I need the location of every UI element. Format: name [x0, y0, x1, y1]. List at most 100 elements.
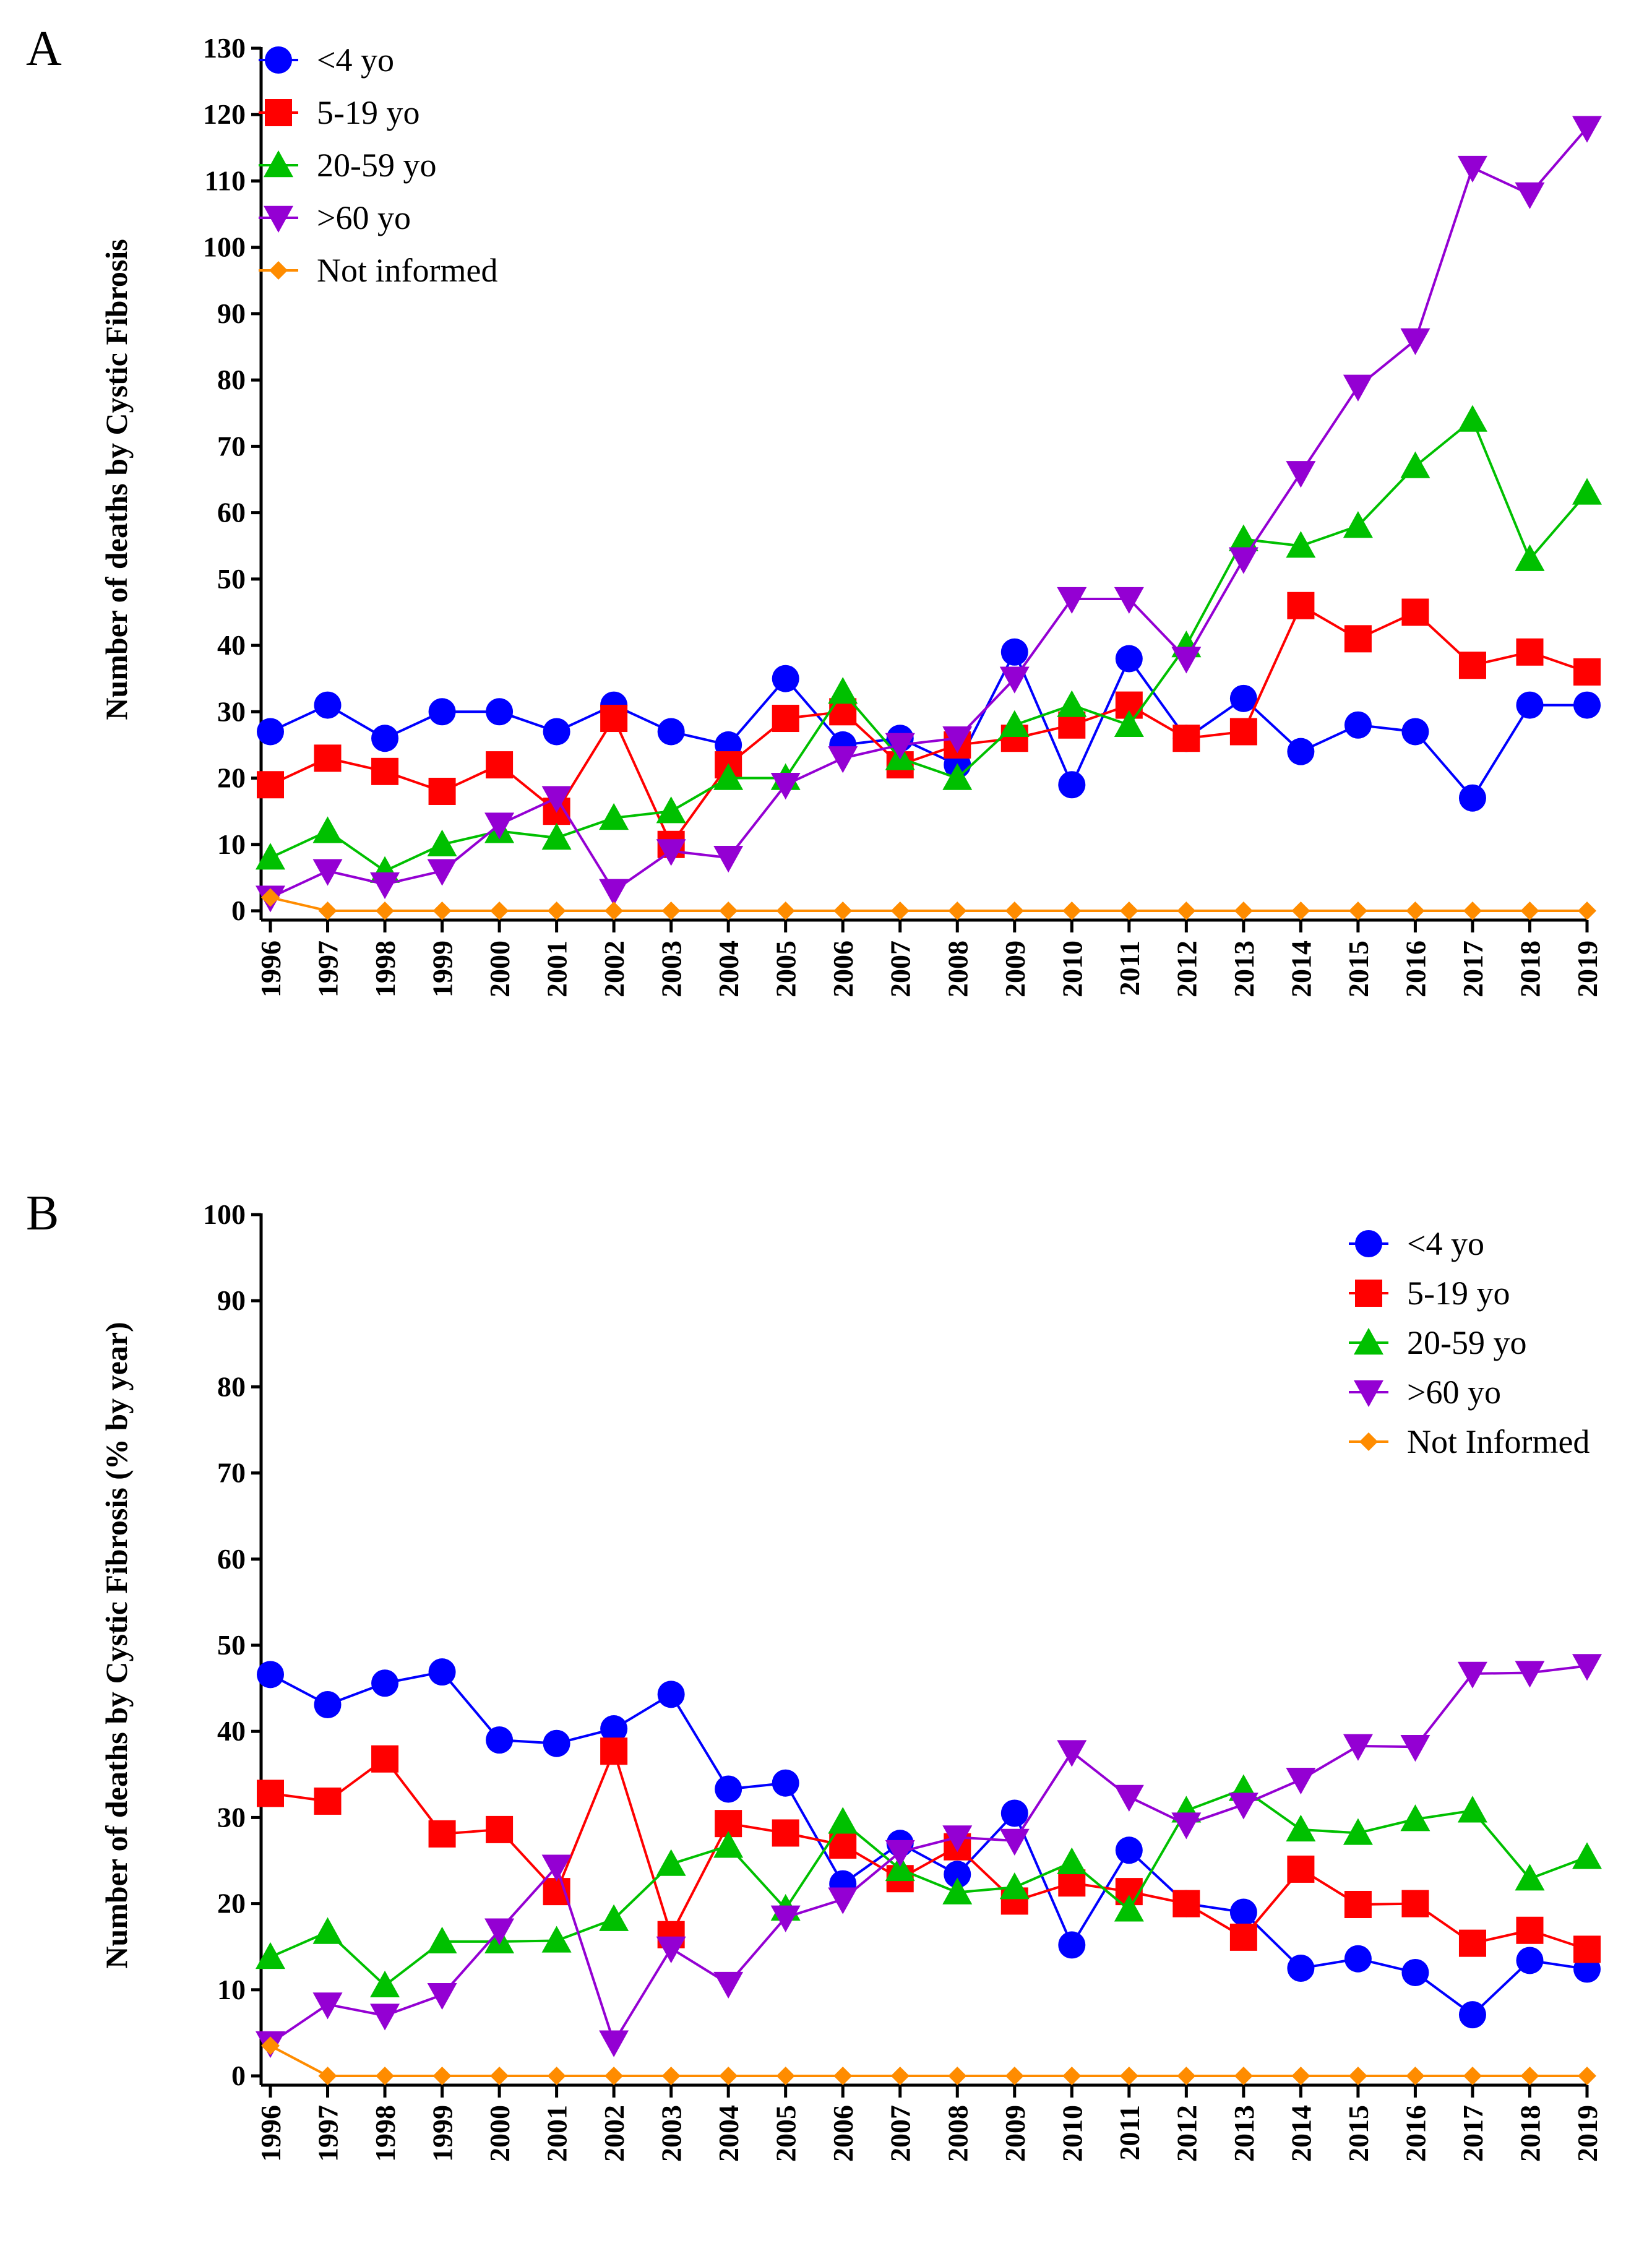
panel-b-series-5-19-yo-point — [543, 1878, 570, 1906]
panel-a-series-20-59-yo — [256, 405, 1602, 883]
panel-a-legend-item: 20-59 yo — [259, 147, 436, 184]
panel-b-series-4-yo-point — [1000, 1799, 1028, 1827]
panel-b-series-5-19-yo-point — [314, 1787, 342, 1815]
panel-b-y-tick-label: 70 — [217, 1457, 246, 1489]
panel-a-series-not-informed-point — [661, 902, 681, 920]
panel-a-series-not-informed-point — [1520, 902, 1539, 920]
panel-b-series-4-yo-point — [428, 1658, 456, 1686]
panel-b-series-60-yo-point — [1515, 1661, 1545, 1688]
panel-a-series-60-yo-point — [1515, 182, 1545, 209]
panel-a-x-tick-label: 2013 — [1228, 940, 1260, 997]
panel-a-series-not-informed-point — [776, 902, 795, 920]
panel-b-x-tick-label: 1998 — [369, 2105, 401, 2162]
panel-b-series-4-yo-point — [1115, 1836, 1143, 1864]
panel-b-series-not-informed-point — [261, 2036, 280, 2055]
panel-b-series-5-19-yo-point — [600, 1737, 628, 1765]
panel-a-x-tick-label: 2003 — [656, 940, 687, 997]
panel-b-x-tick-label: 2001 — [541, 2105, 573, 2162]
panel-b-series-60-yo-point — [1286, 1767, 1316, 1795]
panel-a-series-60-yo-point — [1457, 155, 1487, 183]
panel-a-series-4-yo-point — [1229, 684, 1257, 712]
panel-a-series-60-yo-point — [1057, 587, 1087, 614]
panel-b-series-not-informed-point — [604, 2067, 624, 2085]
panel-b-y-tick-label: 60 — [217, 1543, 246, 1575]
panel-a-series-60-yo-point — [541, 786, 572, 813]
panel-a-series-not-informed-point — [1406, 902, 1425, 920]
panel-a-series-60-yo-point — [999, 666, 1030, 694]
panel-b-y-tick-label: 100 — [203, 1199, 246, 1230]
panel-a-series-20-59-yo-point — [541, 823, 572, 850]
panel-b-series-60-yo-point — [1572, 1654, 1602, 1681]
panel-a-series-4-yo-point — [1573, 691, 1601, 719]
panel-a-x-tick-label: 2015 — [1343, 940, 1374, 997]
panel-a-y-tick-label: 90 — [217, 298, 246, 329]
panel-b-series-60-yo-point — [370, 2004, 400, 2031]
panel-a-series-20-59-yo-point — [1457, 405, 1487, 432]
panel-b-x-tick-label: 1999 — [427, 2105, 458, 2162]
panel-b-series-not-informed-point — [376, 2067, 395, 2085]
panel-a-x-tick-label: 2000 — [484, 940, 515, 997]
panel-b-series-20-59-yo — [256, 1774, 1602, 1998]
panel-b-series-60-yo-point — [1343, 1734, 1373, 1761]
panel-b-series-not-informed-point — [1005, 2067, 1024, 2085]
panel-b-series-not-informed-point — [833, 2067, 853, 2085]
panel-a-series-4-yo-point — [1401, 718, 1429, 746]
panel-a-y-tick-label: 60 — [217, 497, 246, 528]
panel-b-series-not-informed-point — [1291, 2067, 1310, 2085]
panel-a-series-60-yo-point — [713, 846, 744, 873]
panel-a-series-not-informed-point — [1234, 902, 1253, 920]
panel-b-series-not-informed-point — [719, 2067, 738, 2085]
panel-a-series-20-59-yo-point — [1572, 478, 1602, 505]
panel-a-y-tick-label: 30 — [217, 695, 246, 727]
panel-b-series-not-informed-point — [890, 2067, 910, 2085]
panel-b-x-tick-label: 2005 — [770, 2105, 802, 2162]
panel-b-legend-marker — [1355, 1230, 1382, 1257]
panel-a-legend-label: 5-19 yo — [317, 94, 419, 131]
panel-a-x-tick-label: 2012 — [1171, 940, 1202, 997]
panel-b-series-20-59-yo-point — [942, 1877, 973, 1905]
panel-b-series-5-19-yo-point — [1344, 1890, 1372, 1918]
panel-a-x-tick-label: 1996 — [255, 940, 286, 997]
panel-b-legend-marker — [1354, 1380, 1383, 1407]
panel-a-series-60-yo-point — [828, 746, 858, 773]
panel-b-x-tick-label: 2017 — [1457, 2105, 1489, 2162]
panel-b-y-tick-label: 20 — [217, 1888, 246, 1919]
panel-b-series-4-yo-point — [371, 1669, 399, 1697]
panel-a-series-4-yo-point — [257, 718, 284, 746]
panel-a-series-60-yo-point — [1572, 116, 1602, 143]
panel-b-series-60-yo-point — [713, 1971, 744, 1999]
panel-b-series-60-yo-point — [541, 1854, 572, 1882]
panel-b-series-60-yo-point — [484, 1918, 515, 1945]
panel-a-series-not-informed-point — [1463, 902, 1482, 920]
panel-a-series-5-19-yo-point — [257, 771, 284, 799]
panel-b-series-5-19-yo-point — [371, 1745, 399, 1773]
panel-a-series-5-19-yo-point — [1229, 718, 1257, 746]
panel-b-series-4-yo-point — [1058, 1931, 1086, 1959]
panel-b-series-60-yo-point — [1400, 1735, 1430, 1762]
panel-b-series-5-19-yo-point — [1287, 1855, 1315, 1883]
panel-a-series-60-yo — [256, 116, 1602, 913]
panel-a-series-not-informed-point — [1119, 902, 1138, 920]
panel-b-series-5-19-yo-point — [1229, 1923, 1257, 1951]
panel-b-series-not-informed-point — [490, 2067, 509, 2085]
panel-a-x-tick-label: 2007 — [885, 940, 916, 997]
panel-b-x-tick-label: 2007 — [885, 2105, 916, 2162]
panel-b-series-5-19-yo-point — [1573, 1935, 1601, 1963]
panel-a-series-60-yo-point — [599, 879, 629, 906]
panel-a-series-5-19-yo-point — [314, 744, 342, 772]
panel-a-x-tick-label: 2009 — [999, 940, 1031, 997]
panel-a-series-20-59-yo-point — [1400, 451, 1430, 478]
panel-b-legend-label: 5-19 yo — [1407, 1275, 1510, 1312]
panel-b-x-tick-label: 2002 — [598, 2105, 630, 2162]
panel-a-series-4-yo-point — [1287, 738, 1315, 765]
panel-b-series-4-yo-point — [657, 1681, 685, 1708]
panel-b-x-tick-label: 2013 — [1228, 2105, 1260, 2162]
panel-b-x-tick-label: 2000 — [484, 2105, 515, 2162]
panel-b-series-20-59-yo-point — [370, 1970, 400, 1998]
panel-a-x-tick-label: 2001 — [541, 940, 573, 997]
panel-a-series-4-yo-point — [486, 698, 514, 726]
panel-a-series-60-yo-point — [1171, 647, 1202, 674]
panel-a-series-5-19-yo-point — [1458, 652, 1486, 679]
panel-b-series-20-59-yo-point — [599, 1904, 629, 1931]
panel-b-series-20-59-yo-point — [1057, 1847, 1087, 1874]
